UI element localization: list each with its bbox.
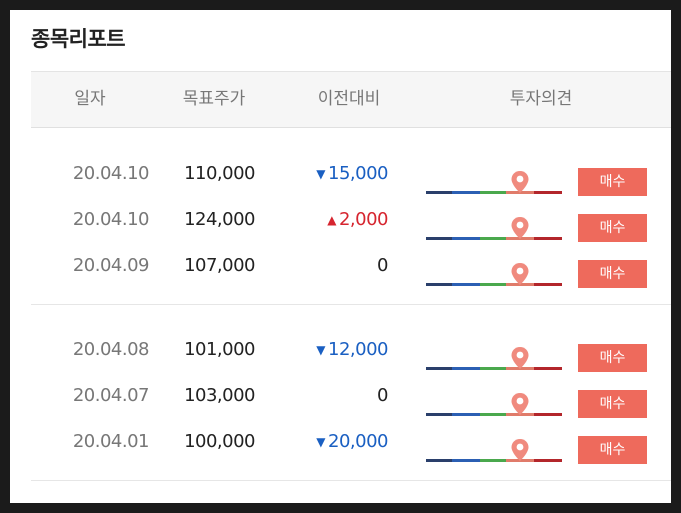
report-date: 20.04.01: [72, 431, 150, 452]
price-change: ▼ 12,000: [291, 339, 388, 360]
gauge-segment: [426, 367, 452, 370]
target-price: 103,000: [184, 385, 255, 406]
gauge-segment: [452, 459, 480, 462]
change-value: 2,000: [338, 209, 389, 230]
opinion-gauge: [426, 216, 562, 240]
gauge-segment: [426, 413, 452, 416]
gauge-segment: [426, 237, 452, 240]
header-date: 일자: [74, 89, 106, 109]
change-value: 0: [377, 385, 388, 406]
table-row[interactable]: 20.04.01 100,000 ▼ 20,000 매수: [31, 423, 671, 469]
gauge-segment: [452, 191, 480, 194]
opinion-badge[interactable]: 매수: [578, 168, 647, 196]
table-row[interactable]: 20.04.10 124,000 ▲ 2,000 매수: [31, 201, 671, 247]
header-change: 이전대비: [317, 89, 381, 109]
table-row[interactable]: 20.04.09 107,000 0 매수: [31, 247, 671, 293]
target-price: 100,000: [184, 431, 255, 452]
price-change: 0: [291, 385, 388, 406]
gauge-segment: [480, 413, 506, 416]
opinion-badge[interactable]: 매수: [578, 214, 647, 242]
price-change: ▲ 2,000: [291, 209, 388, 230]
opinion-gauge: [426, 170, 562, 194]
location-pin-icon: [510, 216, 530, 240]
opinion-badge[interactable]: 매수: [578, 344, 647, 372]
target-price: 107,000: [184, 255, 255, 276]
table-row[interactable]: 20.04.08 101,000 ▼ 12,000 매수: [31, 331, 671, 377]
change-value: 20,000: [328, 431, 388, 452]
report-date: 20.04.10: [72, 163, 150, 184]
gauge-segment: [480, 191, 506, 194]
report-group: 20.04.10 110,000 ▼ 15,000 매수 20.04.10 124…: [31, 129, 671, 305]
location-pin-icon: [510, 438, 530, 462]
gauge-segment: [480, 367, 506, 370]
target-price: 124,000: [184, 209, 255, 230]
header-opinion: 투자의견: [509, 89, 573, 109]
location-pin-icon: [510, 346, 530, 370]
location-pin-icon: [510, 262, 530, 286]
target-price: 101,000: [184, 339, 255, 360]
gauge-segment: [534, 413, 562, 416]
price-change: ▼ 15,000: [291, 163, 388, 184]
report-date: 20.04.10: [72, 209, 150, 230]
opinion-badge[interactable]: 매수: [578, 390, 647, 418]
down-arrow-icon: ▼: [316, 167, 326, 181]
change-value: 12,000: [328, 339, 388, 360]
gauge-segment: [426, 191, 452, 194]
table-row[interactable]: 20.04.07 103,000 0 매수: [31, 377, 671, 423]
target-price: 110,000: [184, 163, 255, 184]
down-arrow-icon: ▼: [316, 435, 326, 449]
change-value: 15,000: [328, 163, 388, 184]
table-row[interactable]: 20.04.10 110,000 ▼ 15,000 매수: [31, 155, 671, 201]
opinion-gauge: [426, 438, 562, 462]
gauge-segment: [426, 283, 452, 286]
opinion-gauge: [426, 392, 562, 416]
gauge-segment: [452, 413, 480, 416]
opinion-gauge: [426, 262, 562, 286]
gauge-segment: [534, 237, 562, 240]
table-header: 일자 목표주가 이전대비 투자의견: [31, 71, 671, 128]
gauge-segment: [452, 367, 480, 370]
gauge-segment: [534, 459, 562, 462]
gauge-segment: [534, 367, 562, 370]
gauge-segment: [426, 459, 452, 462]
opinion-badge[interactable]: 매수: [578, 436, 647, 464]
opinion-gauge: [426, 346, 562, 370]
price-change: 0: [291, 255, 388, 276]
location-pin-icon: [510, 170, 530, 194]
up-arrow-icon: ▲: [327, 213, 336, 227]
section-title: 종목리포트: [31, 27, 126, 51]
price-change: ▼ 20,000: [291, 431, 388, 452]
gauge-segment: [480, 237, 506, 240]
opinion-badge[interactable]: 매수: [578, 260, 647, 288]
down-arrow-icon: ▼: [316, 343, 326, 357]
report-date: 20.04.07: [72, 385, 150, 406]
gauge-segment: [452, 237, 480, 240]
report-group: 20.04.08 101,000 ▼ 12,000 매수 20.04.07 103…: [31, 305, 671, 481]
location-pin-icon: [510, 392, 530, 416]
gauge-segment: [480, 283, 506, 286]
gauge-segment: [534, 191, 562, 194]
change-value: 0: [377, 255, 388, 276]
report-date: 20.04.09: [72, 255, 150, 276]
stock-report-panel: 종목리포트 일자 목표주가 이전대비 투자의견 20.04.10 110,000…: [10, 10, 671, 503]
header-target-price: 목표주가: [182, 89, 246, 109]
gauge-segment: [480, 459, 506, 462]
gauge-segment: [452, 283, 480, 286]
report-date: 20.04.08: [72, 339, 150, 360]
gauge-segment: [534, 283, 562, 286]
